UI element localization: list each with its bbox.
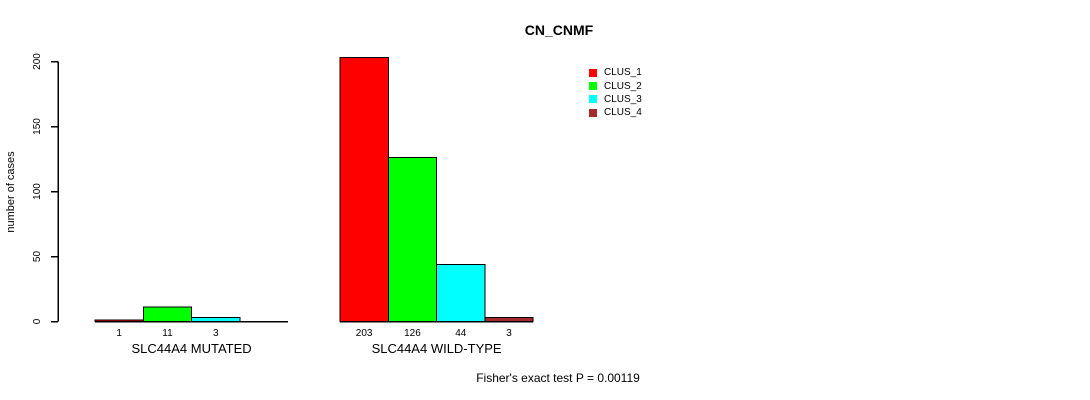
y-tick-label: 50 [32,251,43,263]
legend-label: CLUS_1 [604,67,642,79]
bar-value-label: 126 [404,328,421,339]
bar-value-label: 1 [116,328,122,339]
group-label: SLC44A4 MUTATED [132,341,252,356]
group-label: SLC44A4 WILD-TYPE [372,341,502,356]
bar-value-label: 44 [455,328,467,339]
legend-label: CLUS_3 [604,93,642,105]
bar-value-label: 3 [213,328,219,339]
bar-value-label: 11 [162,328,173,339]
chart-title: CN_CNMF [524,22,594,38]
legend-swatch-clus_1 [589,68,597,77]
legend-swatch-clus_3 [589,95,597,104]
bar-clus_1-wild-type [339,57,389,322]
legend-swatch-clus_4 [589,108,597,117]
legend-swatch-clus_2 [589,82,597,91]
legend-label: CLUS_4 [604,107,642,119]
bar-clus_2-wild-type [387,157,438,322]
legend-item-clus_1: CLUS_1 [589,66,642,79]
bar-clus_2-mutated [142,306,193,323]
fisher-test-annotation: Fisher's exact test P = 0.00119 [476,371,640,385]
bar-clus_3-wild-type [436,263,486,322]
legend-item-clus_4: CLUS_4 [589,106,642,119]
legend-item-clus_3: CLUS_3 [589,93,642,106]
legend-item-clus_2: CLUS_2 [589,79,642,92]
legend: CLUS_1 CLUS_2 CLUS_3 CLUS_4 [589,66,642,120]
y-axis-title: number of cases [5,151,17,233]
bars-group [94,57,534,323]
y-tick-label: 200 [32,53,43,70]
bar-value-label: 3 [506,328,512,339]
y-tick-label: 150 [32,118,43,135]
legend-label: CLUS_2 [604,80,642,92]
y-tick-label: 100 [32,183,43,200]
y-tick-label: 0 [32,318,43,324]
bar-value-label: 203 [356,328,373,339]
y-axis: 0 50 100 150 200 [32,53,59,324]
